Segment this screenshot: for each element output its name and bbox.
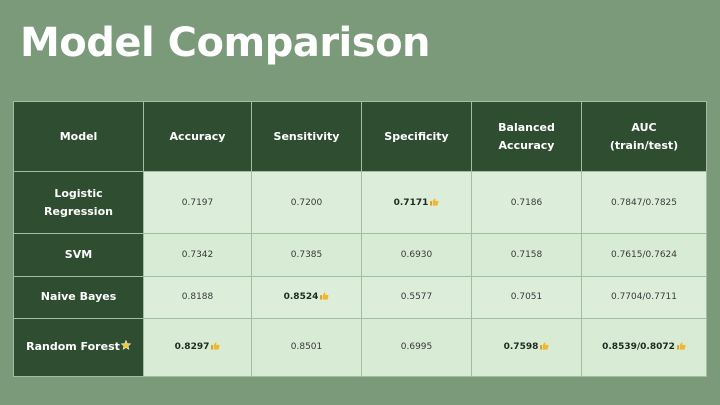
cell-auc: 0.8539/0.8072 <box>581 317 707 378</box>
cell-balanced-accuracy: 0.7186 <box>471 171 582 235</box>
cell-specificity: 0.7171 <box>361 171 472 235</box>
column-header-sensitivity: Sensitivity <box>251 100 362 173</box>
column-header-balanced-accuracy: Balanced Accuracy <box>471 100 582 173</box>
table-row: Naive Bayes 0.8188 0.8524 0.5577 0.7051 … <box>13 275 707 319</box>
cell-balanced-accuracy: 0.7051 <box>471 275 582 319</box>
thumbs-up-icon <box>211 342 220 351</box>
cell-accuracy: 0.8188 <box>143 275 252 319</box>
cell-sensitivity: 0.7385 <box>251 233 362 277</box>
cell-auc: 0.7704/0.7711 <box>581 275 707 319</box>
column-header-auc: AUC (train/test) <box>581 100 707 173</box>
table-row: SVM 0.7342 0.7385 0.6930 0.7158 0.7615/0… <box>13 233 707 277</box>
star-icon <box>120 340 131 351</box>
cell-sensitivity: 0.8524 <box>251 275 362 319</box>
cell-auc: 0.7847/0.7825 <box>581 171 707 235</box>
cell-accuracy: 0.7197 <box>143 171 252 235</box>
table-header-row: Model Accuracy Sensitivity Specificity B… <box>13 100 707 173</box>
row-header-naive-bayes: Naive Bayes <box>13 275 144 319</box>
cell-balanced-accuracy: 0.7598 <box>471 317 582 378</box>
page-title: Model Comparison <box>20 20 431 66</box>
table-row: Logistic Regression 0.7197 0.7200 0.7171… <box>13 171 707 235</box>
table-row: Random Forest 0.8297 0.8501 0.6995 0.759… <box>13 317 707 378</box>
column-header-accuracy: Accuracy <box>143 100 252 173</box>
thumbs-up-icon <box>676 342 686 351</box>
cell-specificity: 0.6995 <box>361 317 472 378</box>
thumbs-up-icon <box>430 198 439 206</box>
thumbs-up-icon <box>320 292 329 300</box>
comparison-table: Model Accuracy Sensitivity Specificity B… <box>13 100 707 378</box>
thumbs-up-icon <box>540 342 549 351</box>
row-header-random-forest: Random Forest <box>13 317 144 378</box>
cell-accuracy: 0.7342 <box>143 233 252 277</box>
cell-accuracy: 0.8297 <box>143 317 252 378</box>
cell-specificity: 0.6930 <box>361 233 472 277</box>
row-header-svm: SVM <box>13 233 144 277</box>
cell-balanced-accuracy: 0.7158 <box>471 233 582 277</box>
cell-sensitivity: 0.7200 <box>251 171 362 235</box>
cell-auc: 0.7615/0.7624 <box>581 233 707 277</box>
column-header-specificity: Specificity <box>361 100 472 173</box>
cell-sensitivity: 0.8501 <box>251 317 362 378</box>
cell-specificity: 0.5577 <box>361 275 472 319</box>
row-header-logistic-regression: Logistic Regression <box>13 171 144 235</box>
column-header-model: Model <box>13 100 144 173</box>
